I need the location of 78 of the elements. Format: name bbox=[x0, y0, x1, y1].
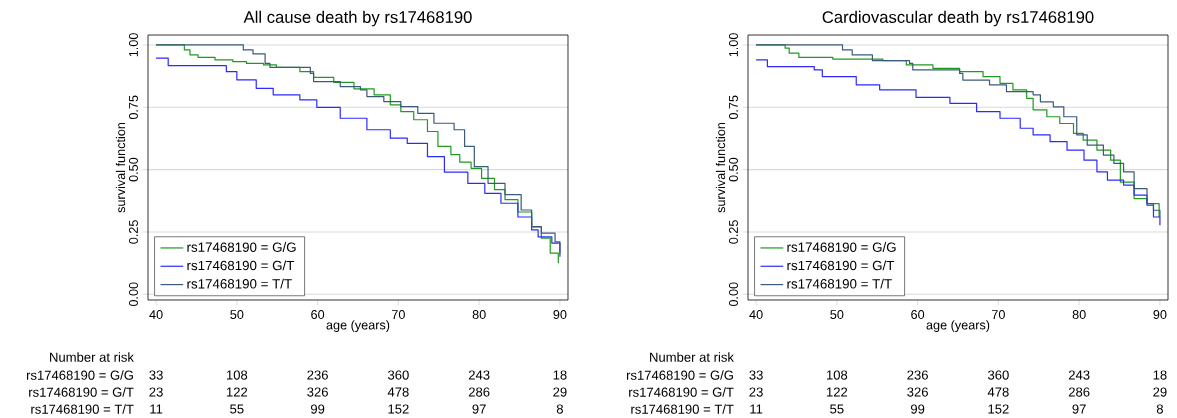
text: 152 bbox=[988, 404, 1009, 414]
text: rs17468190 = G/G bbox=[26, 370, 133, 380]
text: 23 bbox=[749, 387, 763, 397]
text: 99 bbox=[910, 404, 925, 414]
text: 18 bbox=[1153, 370, 1167, 380]
y-tick-label: 0.25 bbox=[128, 220, 138, 244]
x-tick-label: 50 bbox=[230, 310, 244, 320]
x-tick-label: 90 bbox=[553, 310, 567, 320]
text: 108 bbox=[826, 370, 848, 380]
text: 99 bbox=[310, 404, 325, 414]
text: Number at risk bbox=[50, 352, 134, 362]
x-tick-label: 70 bbox=[992, 310, 1005, 320]
chart-title: All cause death by rs17468190 bbox=[243, 10, 472, 27]
text: 122 bbox=[826, 387, 848, 397]
legend-label: rs17468190 = G/G bbox=[187, 242, 296, 252]
x-axis-title: age (years) bbox=[926, 320, 990, 332]
x-axis-title: age (years) bbox=[326, 320, 390, 332]
text: rs17468190 = T/T bbox=[31, 404, 134, 414]
text: 29 bbox=[553, 387, 567, 397]
text: 11 bbox=[150, 404, 163, 414]
text: 326 bbox=[907, 387, 928, 397]
text: rs17468190 = G/T bbox=[629, 387, 734, 397]
legend-label: rs17468190 = T/T bbox=[787, 278, 892, 289]
text: 33 bbox=[749, 370, 763, 380]
text: rs17468190 = G/G bbox=[626, 370, 733, 380]
text: 29 bbox=[1153, 387, 1167, 397]
text: 18 bbox=[553, 370, 567, 380]
x-tick-label: 50 bbox=[830, 310, 844, 320]
text: 152 bbox=[388, 404, 409, 414]
text: rs17468190 = G/T bbox=[29, 387, 134, 397]
x-tick-label: 80 bbox=[472, 310, 486, 320]
legend-label: rs17468190 = T/T bbox=[187, 278, 292, 289]
text: 478 bbox=[987, 387, 1009, 397]
text: rs17468190 = T/T bbox=[631, 404, 734, 414]
y-tick-label: 0.50 bbox=[729, 157, 738, 182]
text: 11 bbox=[750, 404, 763, 414]
text: 33 bbox=[149, 370, 163, 380]
y-tick-label: 0.75 bbox=[729, 95, 738, 120]
y-tick-label: 0.00 bbox=[128, 282, 138, 307]
legend-label: rs17468190 = G/T bbox=[187, 260, 295, 271]
x-tick-label: 60 bbox=[311, 310, 325, 320]
text: 122 bbox=[226, 387, 248, 397]
text: 243 bbox=[1068, 370, 1090, 380]
text: 236 bbox=[307, 370, 328, 380]
text: 23 bbox=[149, 387, 163, 397]
y-axis-title: survival function bbox=[115, 122, 126, 213]
text: 55 bbox=[830, 404, 844, 414]
y-tick-label: 0.00 bbox=[729, 282, 738, 307]
legend-label: rs17468190 = G/T bbox=[787, 260, 895, 271]
text: 286 bbox=[1068, 387, 1090, 397]
text: 97 bbox=[472, 404, 486, 414]
x-tick-label: 70 bbox=[391, 310, 405, 320]
y-tick-label: 0.25 bbox=[729, 220, 738, 244]
x-tick-label: 40 bbox=[749, 310, 763, 320]
y-tick-label: 1.00 bbox=[128, 33, 138, 57]
text: 243 bbox=[468, 370, 490, 380]
text: 326 bbox=[307, 387, 328, 397]
y-tick-label: 0.75 bbox=[128, 95, 138, 120]
x-tick-label: 90 bbox=[1153, 310, 1167, 320]
text: 108 bbox=[226, 370, 248, 380]
y-tick-label: 1.00 bbox=[729, 33, 738, 57]
text: 360 bbox=[987, 370, 1009, 380]
y-axis-title: survival function bbox=[715, 122, 726, 213]
text: 8 bbox=[1156, 404, 1163, 414]
text: 236 bbox=[907, 370, 928, 380]
x-tick-label: 80 bbox=[1072, 310, 1086, 320]
x-tick-label: 60 bbox=[911, 310, 925, 320]
chart-title: Cardiovascular death by rs17468190 bbox=[822, 10, 1094, 27]
text: 360 bbox=[387, 370, 409, 380]
text: 55 bbox=[230, 404, 244, 414]
text: 97 bbox=[1072, 404, 1086, 414]
legend-label: rs17468190 = G/G bbox=[787, 242, 896, 252]
text: 478 bbox=[387, 387, 409, 397]
text: 8 bbox=[556, 404, 563, 414]
text: Number at risk bbox=[650, 352, 734, 362]
x-tick-label: 40 bbox=[149, 310, 163, 320]
text: 286 bbox=[468, 387, 490, 397]
y-tick-label: 0.50 bbox=[128, 157, 138, 182]
